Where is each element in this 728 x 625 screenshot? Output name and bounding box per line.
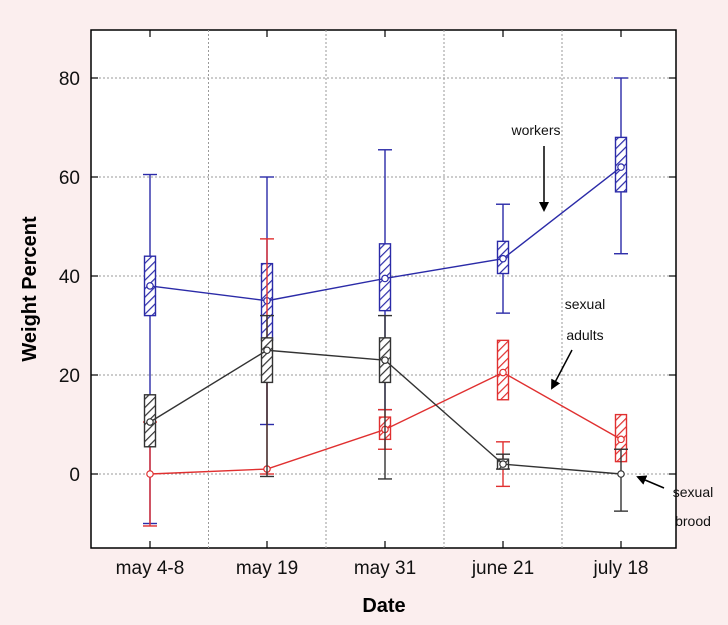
y-tick-label: 40 [59,267,80,288]
y-axis-title: Weight Percent [19,216,41,362]
y-tick-label: 20 [59,366,80,387]
data-point [263,346,271,355]
data-point [381,356,389,364]
series-sexual-brood [143,314,628,512]
annotation-label: brood [675,513,711,529]
y-tick-label: 80 [59,69,80,90]
y-tick-label: 60 [59,168,80,189]
annotation-label: sexual [565,296,605,312]
annotation-label: workers [510,122,560,138]
box [260,337,274,384]
data-point [617,435,625,444]
data-point [146,282,154,290]
annotation-label: adults [566,327,603,343]
data-point [499,460,507,468]
annotation-label: sexual [673,484,713,500]
x-axis: may 4-8 may 19 may 31 june 21 july 18 [116,30,649,579]
x-tick-label: may 31 [354,558,416,579]
data-point [617,470,625,478]
x-tick-label: may 4-8 [116,558,185,579]
annotation-arrow [551,349,573,390]
x-axis-title: Date [362,595,405,617]
data-point [146,470,154,478]
data-point [617,163,625,171]
y-axis: 0 20 40 60 80 [59,69,676,486]
x-tick-label: july 18 [593,558,649,579]
series-layer [143,77,628,527]
y-tick-label: 0 [69,465,80,486]
data-point [146,418,154,426]
data-point [381,274,389,283]
x-tick-label: june 21 [471,558,534,579]
data-point [499,254,507,263]
annotation-arrow [636,475,665,489]
data-point [499,368,507,377]
annotations: workers sexual adults sexual brood [510,122,713,529]
x-tick-label: may 19 [236,558,298,579]
